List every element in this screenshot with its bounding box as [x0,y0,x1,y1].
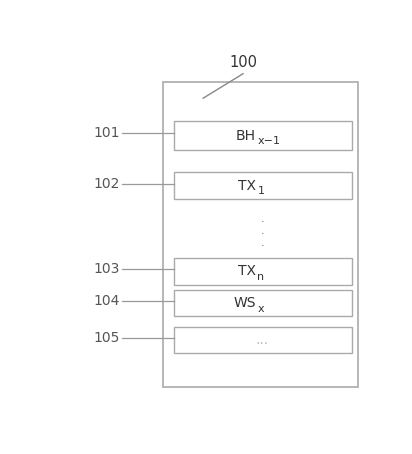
Text: ...: ... [256,333,269,347]
Bar [174,121,352,150]
Text: 101: 101 [94,126,120,140]
Text: .
.
.: . . . [260,214,264,247]
Text: 103: 103 [94,262,120,276]
Text: TX: TX [238,264,256,278]
Text: x−1: x−1 [258,136,281,146]
Bar [174,258,352,285]
Bar [174,327,352,353]
Text: x: x [258,304,264,314]
Text: 100: 100 [229,55,257,70]
Text: 102: 102 [94,177,120,191]
Text: TX: TX [238,178,256,192]
Bar [174,172,352,198]
Text: n: n [258,272,265,282]
Text: 1: 1 [258,186,265,196]
Text: 104: 104 [94,294,120,308]
Bar [163,83,358,387]
Text: 105: 105 [94,331,120,345]
Text: BH: BH [236,128,256,143]
Bar [174,290,352,316]
Text: WS: WS [233,296,256,310]
